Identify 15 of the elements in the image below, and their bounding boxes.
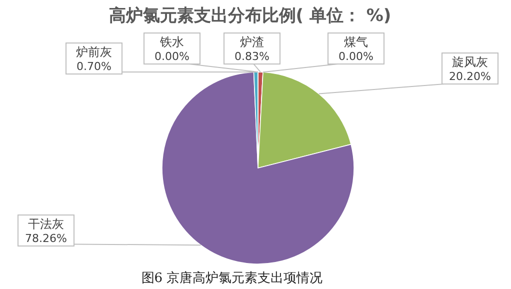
data-label: 0.70% (76, 60, 112, 73)
slice-label: 炉渣 (240, 35, 264, 49)
caption: 图6 京唐高炉氯元素支出项情况 (141, 270, 323, 286)
data-label: 78.26% (25, 232, 67, 245)
slice-label: 炉前灰 (76, 45, 112, 59)
text: 0.00% (154, 50, 190, 63)
pie-slice (162, 72, 354, 264)
chart-title: 高炉氯元素支出分布比例( 单位： %) (108, 6, 392, 26)
slice-label: 旋风灰 (452, 55, 488, 69)
data-label: 20.20% (449, 70, 491, 83)
category-label: 煤气 (344, 35, 368, 49)
category-label: 铁水 (160, 35, 184, 49)
text: 0.00% (338, 50, 374, 63)
data-label: 0.83% (234, 50, 270, 63)
slice-label: 干法灰 (28, 217, 64, 231)
